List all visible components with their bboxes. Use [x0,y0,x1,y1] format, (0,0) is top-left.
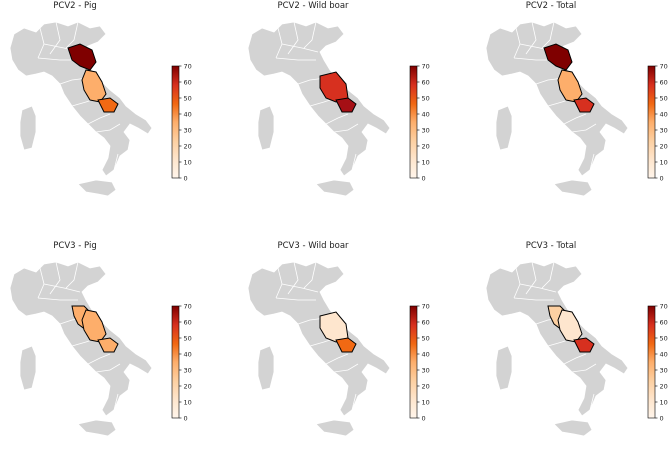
region-south_band [335,97,357,113]
colorbar-tick-label: 10 [660,398,668,406]
map-panel: PCV3 - Total 0 10 20 30 40 50 60 70 [485,241,668,437]
colorbar: 0 10 20 30 40 50 60 70 [171,62,192,182]
colorbar-tick-label: 50 [660,334,668,342]
colorbar-tick-label: 40 [660,350,668,358]
colorbar-tick-label: 30 [660,126,668,134]
colorbar-tick-label: 20 [184,382,192,390]
colorbar-tick-label: 60 [660,78,668,86]
colorbar-tick-label: 70 [660,302,668,310]
colorbar-tick-label: 30 [184,366,192,374]
italy-outline [9,261,153,437]
map-panel: PCV3 - Pig 0 10 20 30 40 50 60 70 [9,241,192,437]
colorbar-tick-label: 60 [660,318,668,326]
colorbar-tick-label: 30 [422,366,430,374]
colorbar-tick-label: 70 [422,302,430,310]
panel-title: PCV2 - Total [526,1,577,11]
region-south_band [97,97,119,113]
colorbar-gradient [171,65,180,179]
colorbar-tick-label: 20 [184,142,192,150]
colorbar: 0 10 20 30 40 50 60 70 [171,302,192,422]
colorbar-tick-label: 60 [422,318,430,326]
panel-title: PCV3 - Total [526,241,577,251]
colorbar-tick-label: 50 [184,94,192,102]
italy-map [485,261,629,437]
panel-title: PCV2 - Wild boar [277,1,349,11]
colorbar-tick-label: 20 [422,142,430,150]
map-panel: PCV2 - Wild boar 0 10 20 30 40 50 60 70 [247,1,430,197]
colorbar-tick-label: 70 [660,62,668,70]
region-emilia-romagna [543,43,573,71]
colorbar: 0 10 20 30 40 50 60 70 [647,62,668,182]
panel-title: PCV3 - Pig [53,241,96,251]
colorbar-tick-label: 50 [422,94,430,102]
region-emilia-romagna [67,43,97,71]
colorbar-tick-label: 20 [660,142,668,150]
colorbar-tick-label: 50 [422,334,430,342]
colorbar-gradient [171,305,180,419]
colorbar-gradient [647,65,656,179]
colorbar-gradient [409,65,418,179]
map-panel: PCV3 - Wild boar 0 10 20 30 40 50 60 70 [247,241,430,437]
colorbar-tick-label: 30 [422,126,430,134]
colorbar-tick-label: 30 [660,366,668,374]
colorbar: 0 10 20 30 40 50 60 70 [647,302,668,422]
italy-outline [247,261,391,437]
colorbar-tick-label: 10 [660,158,668,166]
italy-map [247,21,391,197]
colorbar-tick-label: 20 [422,382,430,390]
colorbar-tick-label: 10 [184,398,192,406]
colorbar-tick-label: 60 [422,78,430,86]
colorbar: 0 10 20 30 40 50 60 70 [409,302,430,422]
colorbar-gradient [647,305,656,419]
colorbar-tick-label: 20 [660,382,668,390]
colorbar-tick-label: 10 [422,398,430,406]
region-south_band [573,337,595,353]
colorbar: 0 10 20 30 40 50 60 70 [409,62,430,182]
italy-outline [485,261,629,437]
region-south_band [97,337,119,353]
region-south_band [573,97,595,113]
colorbar-tick-label: 50 [184,334,192,342]
colorbar-tick-label: 0 [422,174,426,182]
italy-map [485,21,629,197]
colorbar-tick-label: 40 [422,350,430,358]
colorbar-tick-label: 40 [660,110,668,118]
colorbar-tick-label: 0 [184,174,188,182]
panel-title: PCV3 - Wild boar [277,241,349,251]
colorbar-gradient [409,305,418,419]
colorbar-tick-label: 40 [184,350,192,358]
italy-outline [247,21,391,197]
colorbar-tick-label: 0 [184,414,188,422]
colorbar-tick-label: 70 [184,302,192,310]
region-south_band [335,337,357,353]
colorbar-tick-label: 70 [184,62,192,70]
italy-map [247,261,391,437]
colorbar-tick-label: 60 [184,78,192,86]
colorbar-tick-label: 0 [660,414,664,422]
colorbar-tick-label: 70 [422,62,430,70]
map-panel: PCV2 - Pig 0 10 20 30 40 50 60 70 [9,1,192,197]
map-panel: PCV2 - Total 0 10 20 30 40 50 60 70 [485,1,668,197]
colorbar-tick-label: 10 [422,158,430,166]
italy-map [9,21,153,197]
colorbar-tick-label: 10 [184,158,192,166]
colorbar-tick-label: 30 [184,126,192,134]
panel-title: PCV2 - Pig [53,1,96,11]
colorbar-tick-label: 60 [184,318,192,326]
colorbar-tick-label: 40 [184,110,192,118]
colorbar-tick-label: 40 [422,110,430,118]
colorbar-tick-label: 0 [422,414,426,422]
colorbar-tick-label: 50 [660,94,668,102]
colorbar-tick-label: 0 [660,174,664,182]
italy-map [9,261,153,437]
